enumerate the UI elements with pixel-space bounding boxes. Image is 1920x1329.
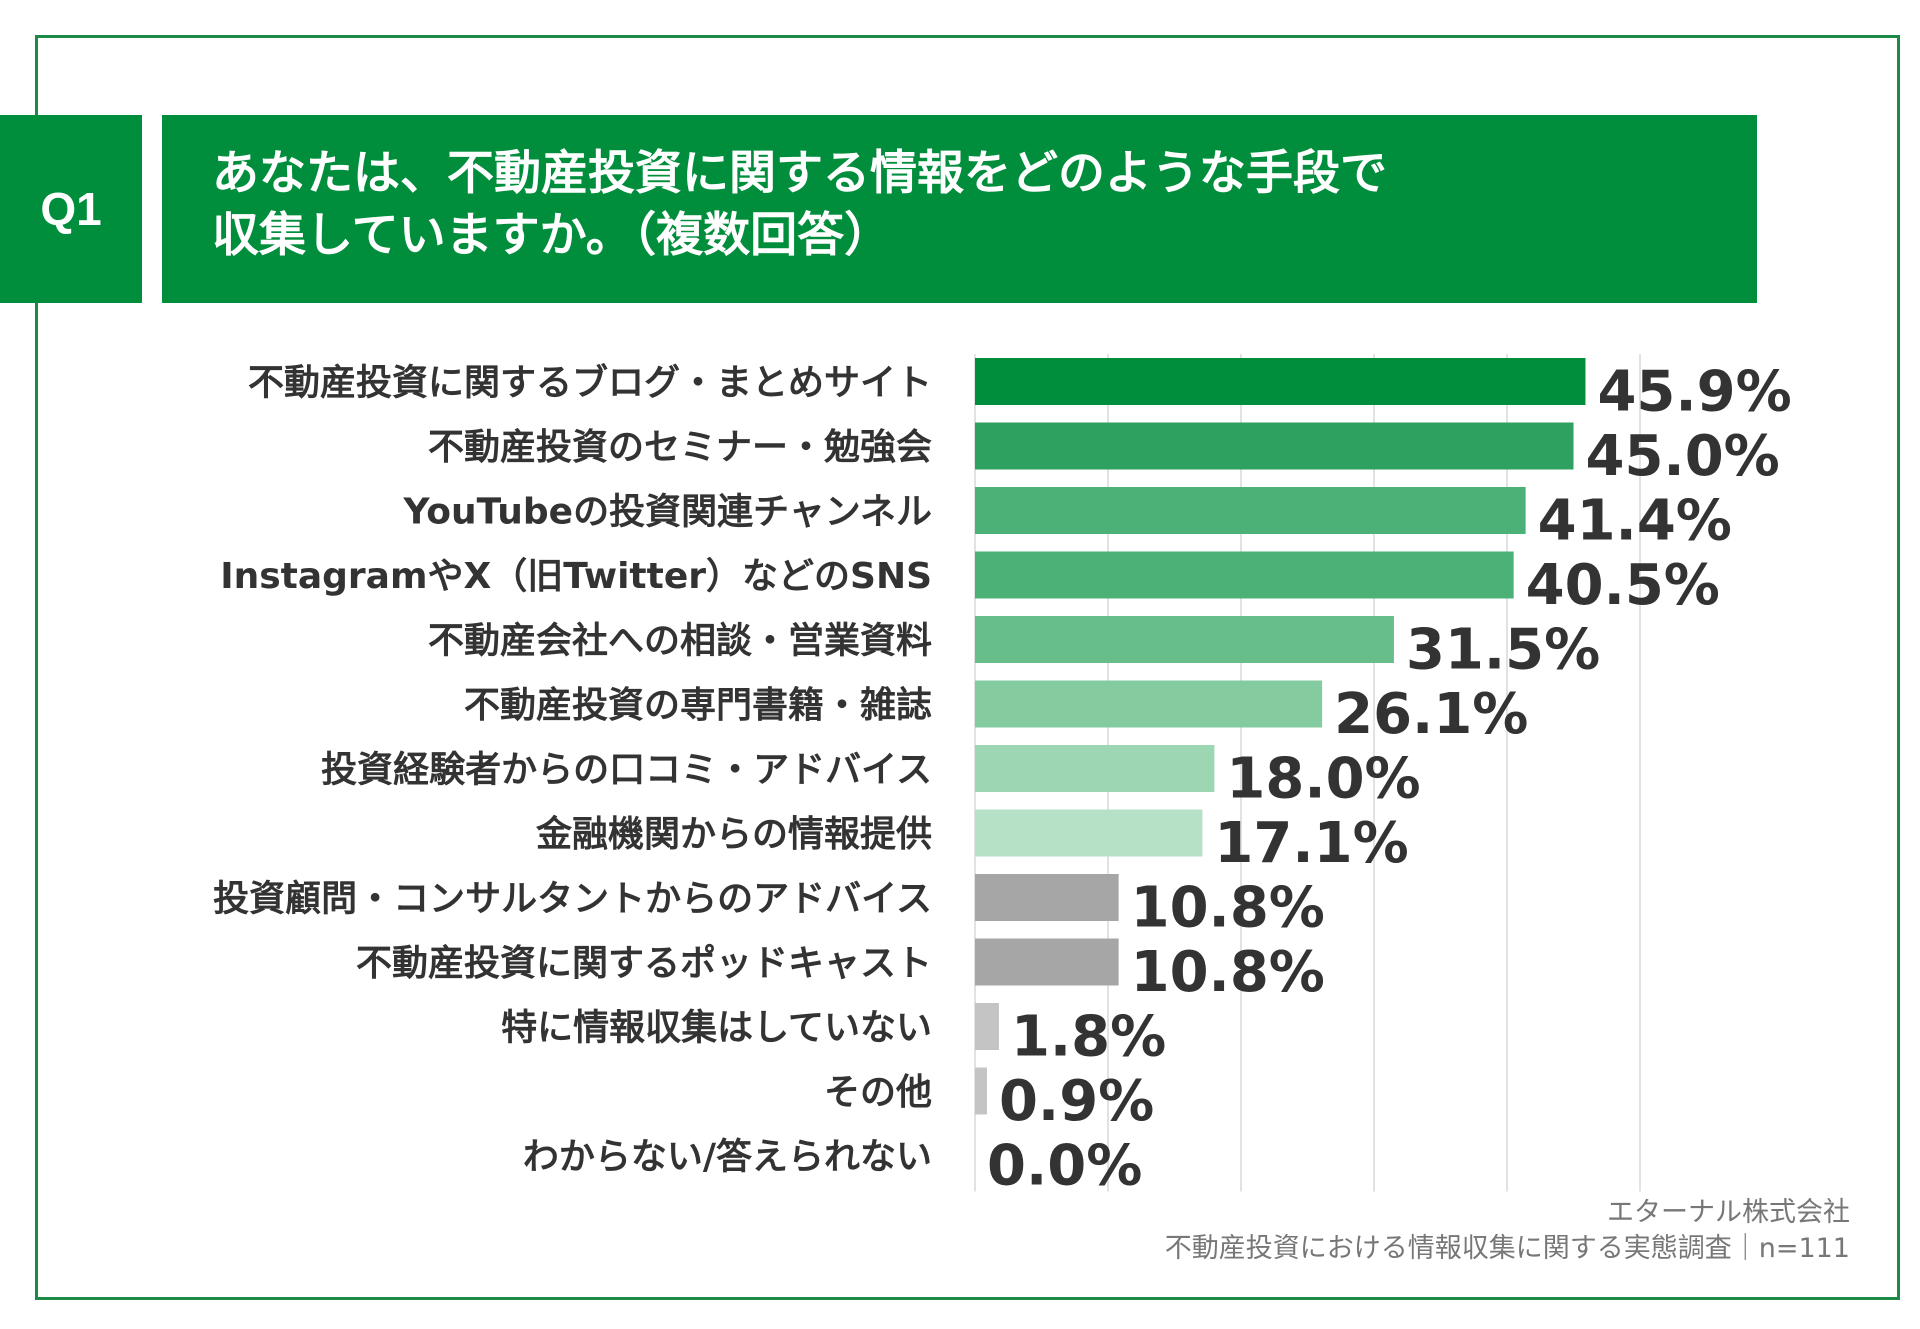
- value-label: 45.0%: [1586, 424, 1780, 489]
- bar: [975, 422, 1574, 470]
- question-line-1: あなたは、不動産投資に関する情報をどのような手段で: [212, 146, 1387, 201]
- category-label: 不動産投資に関するポッドキャスト: [356, 942, 932, 984]
- value-label: 40.5%: [1526, 553, 1720, 618]
- footer-survey: 不動産投資における情報収集に関する実態調査｜n=111: [1164, 1233, 1850, 1264]
- value-label: 45.9%: [1597, 360, 1791, 425]
- bar: [975, 487, 1526, 534]
- value-label: 0.9%: [999, 1069, 1154, 1134]
- bar: [975, 358, 1586, 405]
- bar: [975, 616, 1394, 663]
- value-label: 18.0%: [1226, 747, 1420, 812]
- bar: [975, 1067, 987, 1115]
- value-label: 41.4%: [1538, 489, 1732, 554]
- value-label: 0.0%: [987, 1134, 1142, 1199]
- value-label: 10.8%: [1131, 940, 1325, 1005]
- category-label: 不動産投資の専門書籍・雑誌: [464, 684, 932, 726]
- bar: [975, 1003, 999, 1050]
- value-label: 31.5%: [1406, 618, 1600, 683]
- category-label: わからない/答えられない: [523, 1137, 932, 1178]
- question-badge: Q1: [0, 115, 142, 303]
- category-label: 不動産投資のセミナー・勉強会: [428, 427, 932, 468]
- category-label: 不動産投資に関するブログ・まとめサイト: [248, 362, 932, 404]
- category-label: その他: [824, 1072, 932, 1113]
- value-label: 1.8%: [1011, 1005, 1166, 1070]
- value-label: 10.8%: [1131, 876, 1325, 941]
- category-label: 特に情報収集はしていない: [501, 1008, 932, 1049]
- category-label: YouTubeの投資関連チャンネル: [403, 492, 932, 533]
- bar: [975, 938, 1119, 986]
- question-header: あなたは、不動産投資に関する情報をどのような手段で 収集していますか。（複数回答…: [162, 115, 1757, 303]
- question-line-2: 収集していますか。（複数回答）: [212, 208, 892, 263]
- bar: [975, 745, 1215, 792]
- bar: [975, 809, 1203, 857]
- category-label: 金融機関からの情報提供: [535, 813, 932, 855]
- category-label: 不動産会社への相談・営業資料: [428, 621, 932, 662]
- category-label: 投資経験者からの口コミ・アドバイス: [321, 750, 932, 791]
- footer-company: エターナル株式会社: [1607, 1197, 1850, 1228]
- value-label: 17.1%: [1214, 811, 1408, 876]
- bar: [975, 874, 1119, 921]
- bar: [975, 551, 1514, 599]
- chart-frame: [35, 35, 1900, 1300]
- value-label: 26.1%: [1334, 682, 1528, 747]
- bar: [975, 680, 1323, 728]
- category-label: 投資顧問・コンサルタントからのアドバイス: [213, 879, 932, 920]
- footer: エターナル株式会社 不動産投資における情報収集に関する実態調査｜n=111: [1165, 1195, 1850, 1267]
- category-label: InstagramやX（旧Twitter）などのSNS: [220, 556, 932, 597]
